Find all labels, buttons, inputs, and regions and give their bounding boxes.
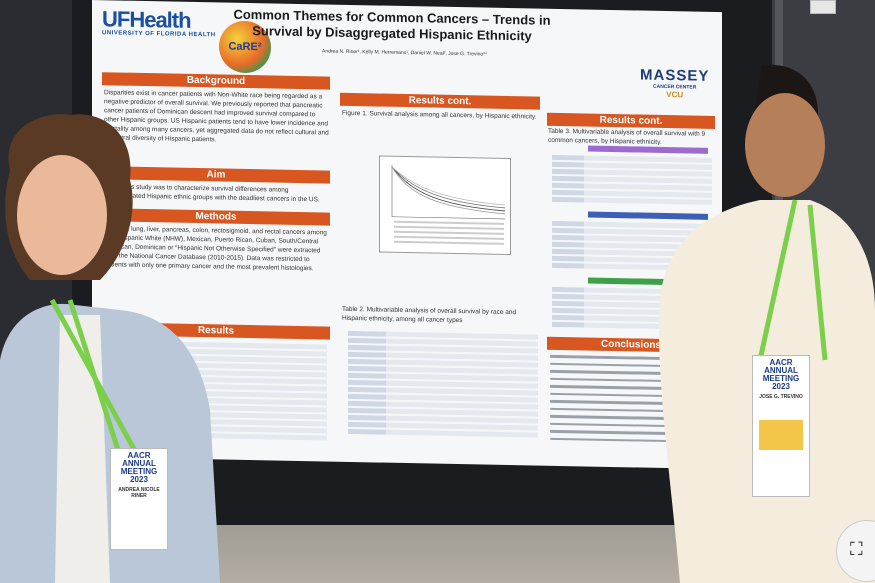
sign-corner [810, 0, 836, 14]
badge-left-event: AACR ANNUAL MEETING 2023 [120, 451, 158, 484]
poster-title: Common Themes for Common Cancers – Trend… [233, 6, 551, 44]
person-right [659, 64, 875, 583]
uf-health-logo-subtext: UNIVERSITY OF FLORIDA HEALTH [102, 30, 216, 39]
research-poster: UFHealth UNIVERSITY OF FLORIDA HEALTH Ca… [92, 0, 722, 470]
uf-health-logo: UFHealth UNIVERSITY OF FLORIDA HEALTH [102, 6, 216, 38]
figure1-caption: Figure 1. Survival analysis among all ca… [342, 109, 537, 121]
table2-caption: Table 2. Multivariable analysis of overa… [342, 305, 517, 325]
survival-curve-graphic [391, 164, 506, 245]
section-results-cont-1: Results cont. [340, 92, 540, 110]
badge-right-name: JOSE G. TREVINO [759, 394, 803, 400]
poster-authors: Andrea N. Riner¹, Kelly M. Herremans¹, D… [322, 48, 487, 58]
badge-left: AACR ANNUAL MEETING 2023 ANDREA NICOLE R… [110, 448, 168, 550]
badge-right: AACR ANNUAL MEETING 2023 JOSE G. TREVINO [752, 355, 810, 497]
survival-curve-plot [379, 155, 511, 256]
section-background: Background [102, 72, 330, 90]
badge-right-event: AACR ANNUAL MEETING 2023 [762, 358, 800, 391]
badge-right-ribbon [759, 420, 803, 450]
badge-left-name: ANDREA NICOLE RINER [118, 487, 160, 499]
table2-grid [348, 330, 538, 445]
scan-icon: ⛶ [850, 539, 863, 559]
